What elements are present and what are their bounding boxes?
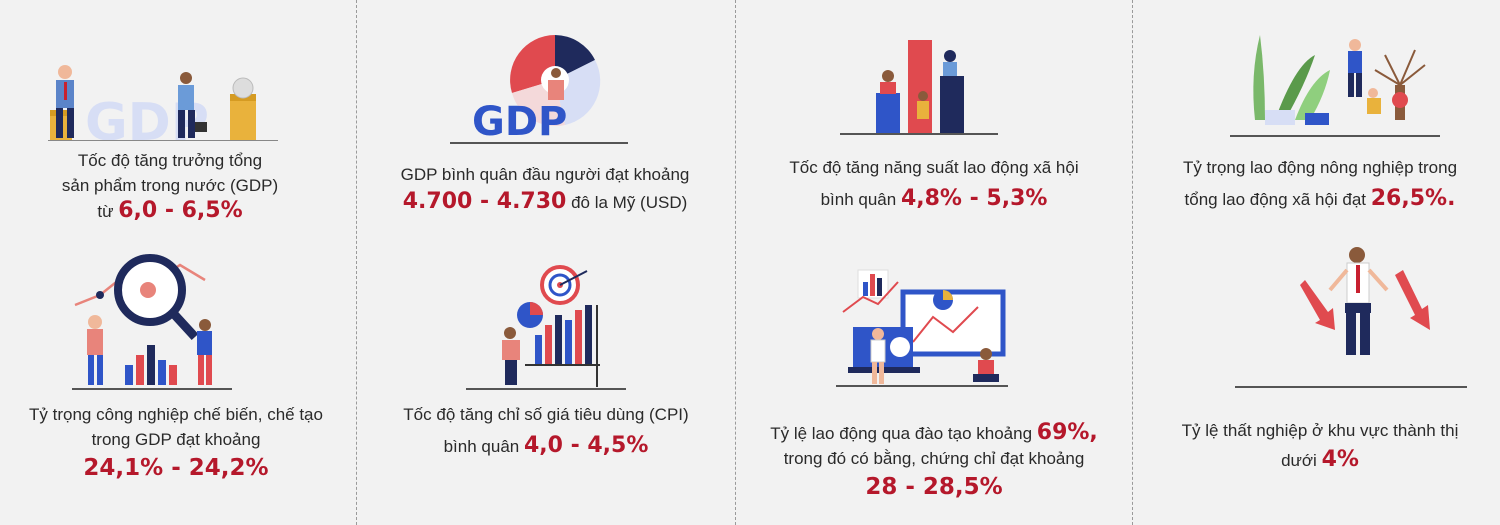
- magnifier-chart-illustration: [74, 254, 212, 385]
- panel-prefix: dưới: [1281, 451, 1322, 470]
- illustration-baseline: [840, 133, 998, 135]
- column-divider: [735, 0, 736, 525]
- panel-prefix: tổng lao động xã hội đạt: [1184, 190, 1371, 209]
- panel-highlight-value: 28 - 28,5%: [865, 474, 1003, 500]
- panel-highlight-value: 6,0 - 6,5%: [118, 198, 243, 223]
- panel-prefix: từ: [97, 202, 119, 221]
- panel-text-line1: Tốc độ tăng trưởng tổng: [77, 151, 263, 170]
- panel-prefix: Tỷ lệ lao động qua đào tạo khoảng: [770, 424, 1037, 443]
- column-divider: [1132, 0, 1133, 525]
- illustration-baseline: [466, 388, 626, 390]
- panel-prefix: bình quân: [820, 190, 901, 209]
- panel-highlight-value: 4,8% - 5,3%: [900, 186, 1048, 211]
- workspace-illustration: [842, 269, 1006, 384]
- gdp-pie-illustration: GDP: [472, 35, 601, 145]
- panel-text-line2: sản phẩm trong nước (GDP): [61, 176, 279, 195]
- panel-text-line2: trong đó có bằng, chứng chỉ đạt khoảng: [783, 449, 1085, 468]
- panel-highlight-value: 4.700 - 4.730: [402, 189, 567, 214]
- gdp-growth-illustration: GDP: [50, 65, 256, 153]
- panel-suffix: đô la Mỹ (USD): [566, 193, 688, 212]
- illustration-baseline: [48, 140, 278, 141]
- unemployment-illustration: [1300, 247, 1430, 355]
- illustration-baseline: [1235, 386, 1467, 388]
- panel-highlight-value: 4,0 - 4,5%: [523, 433, 649, 458]
- panel-highlight-value: 24,1% - 24,2%: [83, 455, 269, 481]
- panel-highlight-value: 26,5%.: [1370, 186, 1456, 211]
- panel-text-line1: GDP bình quân đầu người đạt khoảng: [400, 165, 690, 184]
- panel-text-line2: trong GDP đạt khoảng: [91, 430, 261, 449]
- illustration-baseline: [72, 388, 232, 390]
- agriculture-illustration: [1253, 35, 1426, 125]
- illustration-baseline: [450, 142, 628, 144]
- illustration-baseline: [1230, 135, 1440, 137]
- panel-text-line1: Tỷ lệ thất nghiệp ở khu vực thành thị: [1181, 421, 1459, 440]
- panel-prefix: bình quân: [443, 437, 524, 456]
- panel-text-line1: Tỷ trọng lao động nông nghiệp trong: [1182, 158, 1458, 177]
- illustration-baseline: [836, 385, 1008, 387]
- panel-highlight-inline: 69%,: [1036, 420, 1098, 445]
- target-chart-illustration: [502, 265, 600, 387]
- panel-text-line1: Tốc độ tăng năng suất lao động xã hội: [789, 158, 1079, 177]
- gdp-logo-text: GDP: [472, 99, 567, 145]
- panel-highlight-value: 4%: [1321, 447, 1359, 472]
- productivity-bars-illustration: [876, 40, 964, 133]
- column-divider: [356, 0, 357, 525]
- panel-text-line1: Tỷ trọng công nghiệp chế biến, chế tạo: [29, 405, 323, 424]
- panel-text-line1: Tốc độ tăng chỉ số giá tiêu dùng (CPI): [403, 405, 689, 424]
